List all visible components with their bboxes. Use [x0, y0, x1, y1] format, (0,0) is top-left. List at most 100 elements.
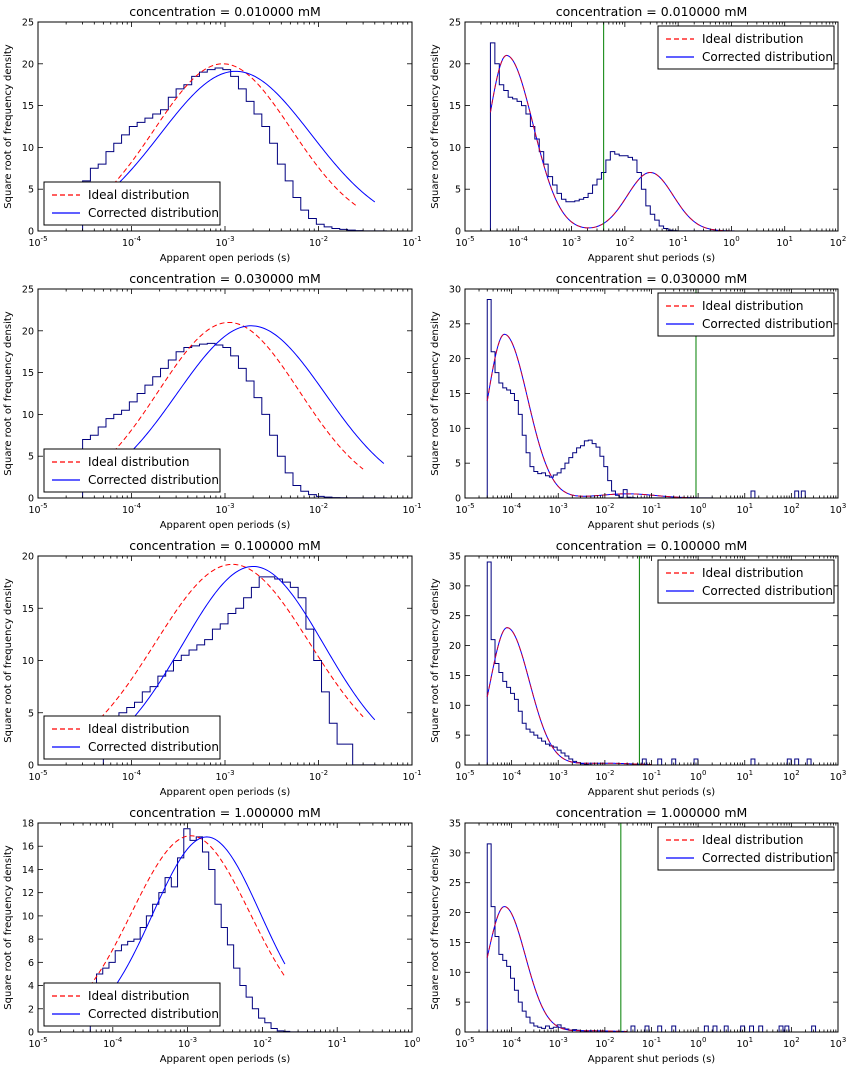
x-tick-exponent: -3	[190, 1036, 197, 1044]
y-tick-label: 20	[22, 552, 34, 563]
x-tick-label: 10-5	[28, 502, 47, 516]
x-tick-base: 10	[642, 1039, 654, 1050]
x-tick-exponent: -3	[561, 769, 568, 777]
x-tick-label: 10-4	[502, 1036, 522, 1050]
y-tick-label: 15	[449, 101, 461, 112]
x-tick-label: 10-5	[455, 235, 474, 249]
x-tick-exponent: 1	[749, 769, 753, 777]
y-tick-label: 18	[22, 819, 34, 830]
histogram-bin	[806, 758, 812, 765]
histogram-bin	[644, 1025, 650, 1032]
x-tick-base: 10	[776, 238, 788, 249]
ideal-curve	[486, 627, 652, 765]
x-tick-base: 10	[783, 1039, 795, 1050]
x-tick-base: 10	[642, 505, 654, 516]
x-tick-label: 10-4	[103, 1036, 123, 1050]
histogram	[489, 42, 722, 231]
x-tick-exponent: -5	[468, 769, 475, 777]
x-tick-exponent: -5	[468, 502, 475, 510]
x-tick-base: 10	[28, 238, 40, 249]
x-tick-base: 10	[309, 505, 321, 516]
x-tick-label: 10-2	[309, 769, 328, 783]
x-tick-exponent: 3	[842, 1036, 846, 1044]
x-tick-exponent: -1	[340, 1036, 347, 1044]
y-tick-label: 35	[449, 552, 461, 563]
y-tick-label: 20	[22, 59, 34, 70]
legend-corrected-label: Corrected distribution	[88, 740, 219, 754]
y-tick-label: 8	[28, 935, 34, 946]
legend-box	[43, 181, 221, 226]
corrected-curve	[486, 627, 652, 765]
chart-title: concentration = 1.000000 mM	[556, 805, 748, 820]
x-tick-base: 10	[215, 238, 227, 249]
y-tick-label: 25	[449, 319, 461, 330]
x-tick-base: 10	[549, 505, 561, 516]
x-tick-label: 10-2	[253, 1036, 272, 1050]
y-tick-label: 2	[28, 1004, 34, 1015]
x-axis-label: Apparent open periods (s)	[160, 253, 291, 264]
x-tick-exponent: 1	[789, 235, 793, 243]
x-tick-base: 10	[502, 772, 514, 783]
x-axis-label: Apparent open periods (s)	[160, 520, 291, 531]
y-tick-label: 16	[22, 842, 34, 853]
legend: Ideal distribution Corrected distribution	[43, 715, 221, 760]
x-tick-base: 10	[549, 772, 561, 783]
legend-ideal-label: Ideal distribution	[702, 32, 803, 46]
legend-box	[43, 715, 221, 760]
x-tick-label: 102	[783, 1036, 800, 1050]
x-tick-exponent: -3	[561, 1036, 568, 1044]
y-tick-label: 0	[28, 227, 34, 238]
y-tick-label: 25	[449, 878, 461, 889]
histogram-bin	[712, 1025, 718, 1032]
x-tick-label: 100	[690, 1036, 707, 1050]
x-tick-label: 10-4	[122, 502, 142, 516]
x-tick-label: 10-4	[502, 502, 522, 516]
x-tick-label: 10-3	[178, 1036, 197, 1050]
y-tick-label: 10	[449, 424, 461, 435]
x-tick-exponent: -1	[654, 769, 661, 777]
histogram-bin	[641, 758, 647, 765]
x-tick-base: 10	[509, 238, 521, 249]
y-axis-label: Square root of frequency density	[3, 44, 14, 209]
x-tick-base: 10	[783, 772, 795, 783]
x-tick-exponent: -5	[468, 235, 475, 243]
x-tick-label: 100	[690, 502, 707, 516]
x-tick-label: 102	[783, 502, 800, 516]
x-tick-exponent: -4	[134, 235, 142, 243]
x-tick-label: 101	[736, 1036, 753, 1050]
y-tick-label: 15	[449, 671, 461, 682]
y-tick-label: 25	[449, 18, 461, 29]
x-tick-label: 10-1	[402, 502, 421, 516]
histogram-bin	[630, 1025, 636, 1032]
x-tick-label: 10-5	[455, 1036, 474, 1050]
x-tick-exponent: -2	[321, 769, 328, 777]
x-tick-base: 10	[402, 505, 414, 516]
x-tick-base: 10	[309, 772, 321, 783]
x-tick-exponent: -4	[514, 502, 522, 510]
y-tick-label: 0	[28, 761, 34, 772]
x-tick-exponent: 0	[735, 235, 739, 243]
ideal-curve	[82, 321, 364, 478]
y-tick-label: 0	[455, 761, 461, 772]
histogram-bin	[671, 1025, 677, 1032]
y-tick-label: 0	[28, 494, 34, 505]
legend-box	[43, 982, 221, 1027]
y-tick-label: 35	[449, 819, 461, 830]
x-tick-label: 10-2	[595, 769, 614, 783]
y-tick-label: 25	[449, 611, 461, 622]
y-tick-label: 5	[455, 998, 461, 1009]
x-tick-label: 10-2	[615, 235, 634, 249]
y-axis-label: Square root of frequency density	[430, 845, 441, 1010]
legend-ideal-label: Ideal distribution	[88, 188, 189, 202]
legend-ideal-label: Ideal distribution	[702, 833, 803, 847]
x-tick-exponent: -2	[321, 502, 328, 510]
y-tick-label: 0	[455, 227, 461, 238]
corrected-curve	[486, 906, 628, 1032]
chart-panel: 10-5 10-4 10-3 10-2 10-1 100 101 102 10305101520…	[430, 805, 846, 1065]
plot-frame	[464, 21, 839, 232]
legend: Ideal distribution Corrected distribution	[43, 448, 221, 493]
chart-panel: 10-5 10-4 10-3 10-2 10-1 100024681012141618co…	[3, 805, 420, 1065]
x-axis-label: Apparent shut periods (s)	[588, 520, 715, 531]
histogram-bin	[794, 758, 800, 765]
x-tick-base: 10	[455, 772, 467, 783]
